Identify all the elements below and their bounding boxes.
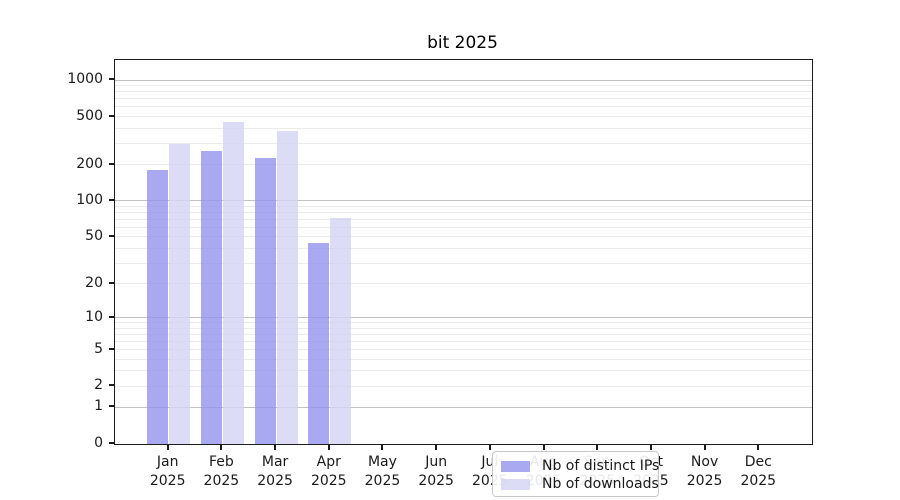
gridline <box>115 205 812 207</box>
legend-label-distinct-ips: Nb of distinct IPs <box>542 458 660 474</box>
gridline <box>115 226 812 228</box>
x-tick-mark <box>435 445 438 450</box>
gridline <box>115 98 812 100</box>
legend-item-distinct-ips: Nb of distinct IPs <box>501 457 659 475</box>
y-tick-label: 1000 <box>67 71 103 88</box>
y-tick-mark <box>109 281 114 284</box>
gridline <box>115 142 812 144</box>
y-tick-mark <box>109 442 114 444</box>
legend: Nb of distinct IPs Nb of downloads <box>492 451 659 497</box>
x-tick-label: Apr 2025 <box>310 454 347 489</box>
y-tick-label: 500 <box>76 107 103 124</box>
y-tick-label: 100 <box>76 191 103 208</box>
bar-distinct-ips <box>200 150 222 444</box>
gridline <box>115 333 812 335</box>
bar-distinct-ips <box>147 170 169 444</box>
y-tick-mark <box>109 315 114 318</box>
gridline <box>115 262 812 264</box>
gridline <box>115 218 812 220</box>
bar-downloads <box>330 218 352 444</box>
legend-label-downloads: Nb of downloads <box>542 476 659 492</box>
x-tick-mark <box>542 445 545 450</box>
y-tick-mark <box>109 234 114 237</box>
bar-downloads <box>169 144 191 444</box>
x-tick-label: May 2025 <box>364 454 401 489</box>
gridline <box>115 327 812 329</box>
gridline <box>115 200 812 202</box>
x-tick-label: Jan 2025 <box>149 454 186 489</box>
gridline <box>115 127 812 129</box>
y-tick-label: 200 <box>76 155 103 172</box>
y-tick-label: 1 <box>94 398 103 415</box>
gridline <box>115 85 812 87</box>
gridline <box>115 164 812 166</box>
chart-title: bit 2025 <box>427 33 498 53</box>
y-tick-label: 10 <box>85 308 103 325</box>
gridline <box>115 106 812 108</box>
x-tick-mark <box>757 445 760 450</box>
y-tick-mark <box>109 405 114 408</box>
y-tick-label: 5 <box>94 340 103 357</box>
x-tick-mark <box>381 445 384 450</box>
x-tick-label: Nov 2025 <box>686 454 723 489</box>
gridline <box>115 358 812 360</box>
gridline <box>115 370 812 372</box>
plot-area: Nb of distinct IPs Nb of downloads <box>114 59 813 497</box>
gridline <box>115 406 812 408</box>
x-tick-mark <box>703 445 706 450</box>
y-tick-mark <box>109 384 114 387</box>
gridline <box>115 116 812 118</box>
gridline <box>115 91 812 93</box>
gridline <box>115 247 812 249</box>
x-tick-label: Feb 2025 <box>203 454 240 489</box>
x-tick-mark <box>327 445 330 450</box>
x-tick-mark <box>649 445 652 450</box>
y-tick-mark <box>109 114 114 117</box>
gridline <box>115 385 812 387</box>
legend-swatch-distinct-ips <box>501 460 530 472</box>
y-tick-mark <box>109 162 114 165</box>
bar-downloads <box>222 122 244 444</box>
y-tick-mark <box>109 78 114 81</box>
gridline <box>115 322 812 324</box>
x-tick-label: Dec 2025 <box>740 454 777 489</box>
gridline <box>115 283 812 285</box>
x-tick-mark <box>274 445 277 450</box>
x-tick-mark <box>166 445 169 450</box>
bar-downloads <box>276 130 298 444</box>
x-tick-mark <box>596 445 599 450</box>
y-tick-label: 20 <box>85 274 103 291</box>
gridline <box>115 236 812 238</box>
gridline <box>115 79 812 81</box>
bar-distinct-ips <box>254 157 276 444</box>
y-tick-mark <box>109 347 114 350</box>
gridline <box>115 349 812 351</box>
bar-distinct-ips <box>308 243 330 444</box>
legend-swatch-downloads <box>501 478 530 490</box>
x-tick-mark <box>488 445 491 450</box>
gridline <box>115 212 812 214</box>
x-tick-label: Mar 2025 <box>257 454 293 489</box>
x-tick-label: Jun 2025 <box>418 454 454 489</box>
y-tick-label: 2 <box>94 377 103 394</box>
y-tick-label: 50 <box>85 227 103 244</box>
x-tick-mark <box>220 445 223 450</box>
y-tick-label: 0 <box>94 435 103 451</box>
gridline <box>115 317 812 319</box>
y-tick-mark <box>109 198 114 201</box>
legend-item-downloads: Nb of downloads <box>501 475 659 493</box>
gridline <box>115 341 812 342</box>
